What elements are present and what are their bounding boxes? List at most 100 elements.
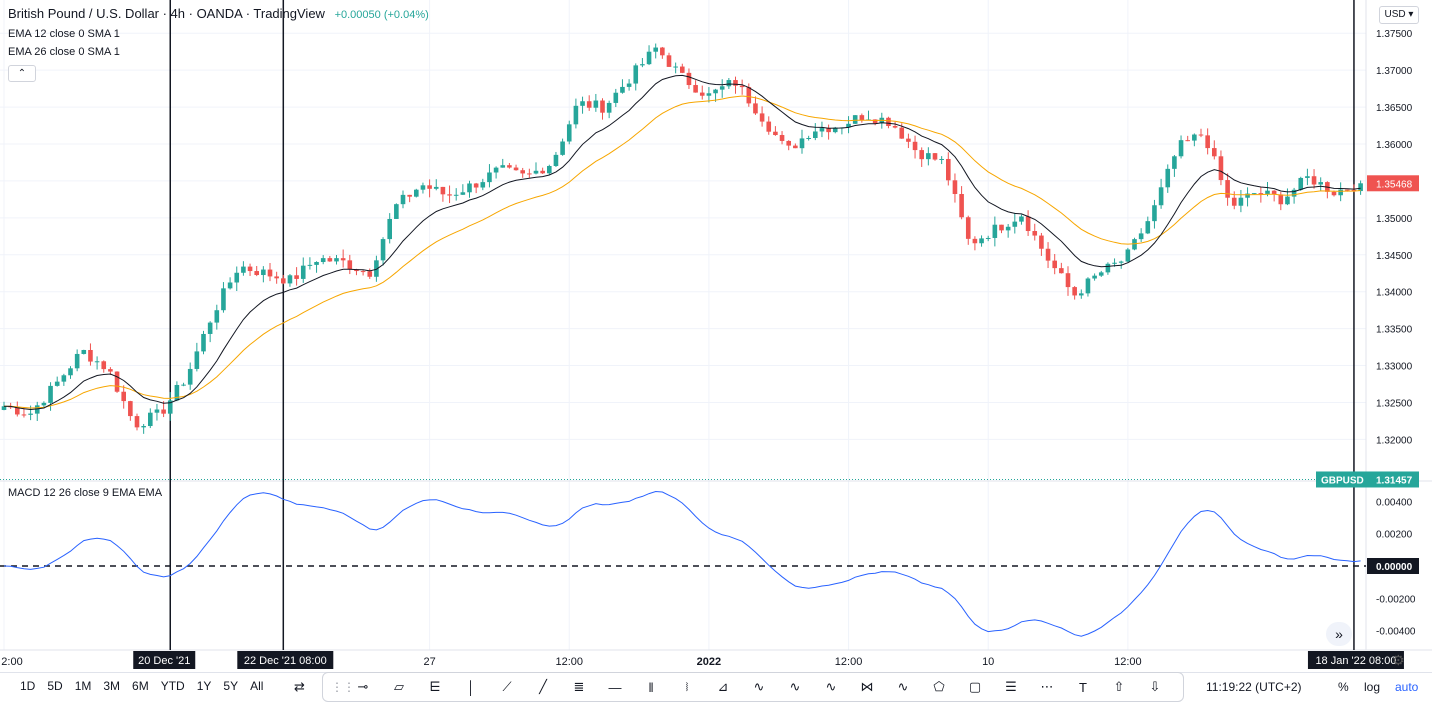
range-6m-button[interactable]: 6M <box>132 679 149 693</box>
candle-body <box>48 385 53 403</box>
candle-body <box>593 100 599 108</box>
candle-body <box>1345 189 1350 191</box>
long-position-icon[interactable]: ⧘ <box>685 679 689 694</box>
candle-body <box>773 131 778 136</box>
vertical-line-icon[interactable]: │ <box>466 679 476 695</box>
candle-body <box>1271 190 1277 195</box>
range-5d-button[interactable]: 5D <box>47 679 63 693</box>
candle-body <box>407 194 412 197</box>
parallel-channel-icon[interactable]: ▱ <box>394 679 404 694</box>
clock[interactable]: 11:19:22 (UTC+2) <box>1206 680 1302 694</box>
pitchfork-icon[interactable]: ⋿ <box>429 679 441 694</box>
grip-icon[interactable]: ⋮⋮ <box>331 680 355 694</box>
price-tick-label: 1.37000 <box>1376 66 1413 77</box>
candle-body <box>793 145 798 149</box>
candle-body <box>906 138 911 142</box>
axes: 1.375001.370001.365001.360001.355001.350… <box>0 29 1419 669</box>
candle-body <box>573 105 579 125</box>
candle-body <box>1285 196 1290 205</box>
candle-body <box>1012 221 1018 227</box>
candle-body <box>613 92 619 103</box>
fib-retracement-icon[interactable]: ≣ <box>573 679 585 694</box>
symbol-badge-price: 1.31457 <box>1376 475 1413 486</box>
horizontal-line-icon[interactable]: — <box>608 679 622 695</box>
range-1d-button[interactable]: 1D <box>20 679 36 693</box>
arrow-down-icon[interactable]: ⇩ <box>1149 679 1161 694</box>
double-chevron-right-icon[interactable]: » <box>1326 622 1352 646</box>
candle-body <box>134 416 140 428</box>
price-tick-label: 1.36500 <box>1376 103 1413 114</box>
candle-body <box>919 150 924 160</box>
range-5y-button[interactable]: 5Y <box>223 679 239 693</box>
currency-select[interactable]: USD ▾ <box>1379 6 1419 24</box>
percent-scale-button[interactable]: % <box>1338 680 1349 694</box>
abcd-pattern-icon[interactable]: ∿ <box>789 679 801 694</box>
range-ytd-button[interactable]: YTD <box>160 679 185 693</box>
candle-body <box>1032 231 1038 236</box>
gear-icon[interactable]: ⚙ <box>1392 652 1405 668</box>
range-3m-button[interactable]: 3M <box>103 679 121 693</box>
candle-body <box>480 182 486 188</box>
compare-icon[interactable]: ⇄ <box>294 679 305 694</box>
gann-fan-icon[interactable]: ‖ <box>648 679 654 695</box>
candle-body <box>686 72 692 86</box>
candle-body <box>221 288 226 311</box>
candle-body <box>660 47 665 56</box>
auto-scale-button[interactable]: auto <box>1395 680 1419 694</box>
candle-body <box>1112 262 1117 264</box>
range-all-button[interactable]: All <box>250 679 264 693</box>
candle-body <box>1198 134 1204 136</box>
candle-body <box>241 266 246 273</box>
candle-body <box>1298 177 1304 190</box>
horizontal-ray-icon[interactable]: ⊸ <box>357 679 369 694</box>
range-1y-button[interactable]: 1Y <box>196 679 212 693</box>
candle-body <box>274 276 279 279</box>
candle-body <box>414 189 419 197</box>
candle-body <box>101 361 107 370</box>
candle-body <box>1318 182 1323 185</box>
candle-body <box>1138 233 1144 240</box>
candle-body <box>806 137 811 139</box>
chevron-up-icon[interactable]: ⌃ <box>8 65 36 82</box>
candle-body <box>194 351 200 369</box>
ema26-legend[interactable]: EMA 26 close 0 SMA 1 <box>8 46 120 58</box>
trend-line-icon[interactable]: ╱ <box>539 679 547 694</box>
rectangle-icon[interactable]: ▢ <box>968 679 982 694</box>
candle-body <box>1118 261 1124 263</box>
macd-legend[interactable]: MACD 12 26 close 9 EMA EMA <box>8 487 163 499</box>
fib-channel-icon[interactable]: ⋯ <box>1040 679 1054 694</box>
time-tick-label: 2022 <box>697 656 721 668</box>
elliott-wave-icon[interactable]: ∿ <box>753 679 765 694</box>
candle-body <box>460 192 466 195</box>
candle-body <box>1338 189 1343 196</box>
time-marker-badge <box>237 651 334 669</box>
candle-body <box>61 375 67 382</box>
candle-body <box>360 271 366 273</box>
candle-body <box>1098 272 1104 276</box>
text-icon[interactable]: T <box>1079 679 1087 695</box>
log-scale-button[interactable]: log <box>1364 680 1381 694</box>
price-range-icon[interactable]: ⊿ <box>717 679 729 694</box>
price-tick-label: 1.35000 <box>1376 214 1413 225</box>
triangle-pattern-icon[interactable]: ∿ <box>825 679 837 694</box>
arrow-up-icon[interactable]: ⇧ <box>1113 679 1125 694</box>
trend-angle-icon[interactable]: ⟋ <box>502 679 512 694</box>
candle-body <box>779 135 785 141</box>
candle-body <box>15 407 20 415</box>
xabcd-pattern-icon[interactable]: ⋈ <box>860 679 874 694</box>
polyline-icon[interactable]: ⬠ <box>933 679 945 694</box>
symbol-legend[interactable]: British Pound / U.S. Dollar · 4h · OANDA… <box>8 6 429 21</box>
candle-body <box>640 64 645 66</box>
regression-trend-icon[interactable]: ☰ <box>1005 679 1017 694</box>
candle-body <box>21 414 27 416</box>
candle-body <box>307 264 313 266</box>
range-1m-button[interactable]: 1M <box>74 679 92 693</box>
candle-body <box>1025 216 1031 232</box>
ema12-legend[interactable]: EMA 12 close 0 SMA 1 <box>8 28 120 40</box>
candle-body <box>766 121 772 132</box>
candle-body <box>1152 205 1157 222</box>
symbol-title: British Pound / U.S. Dollar · 4h · OANDA… <box>8 6 325 21</box>
candle-body <box>128 401 133 417</box>
head-shoulders-icon[interactable]: ∿ <box>897 679 909 694</box>
